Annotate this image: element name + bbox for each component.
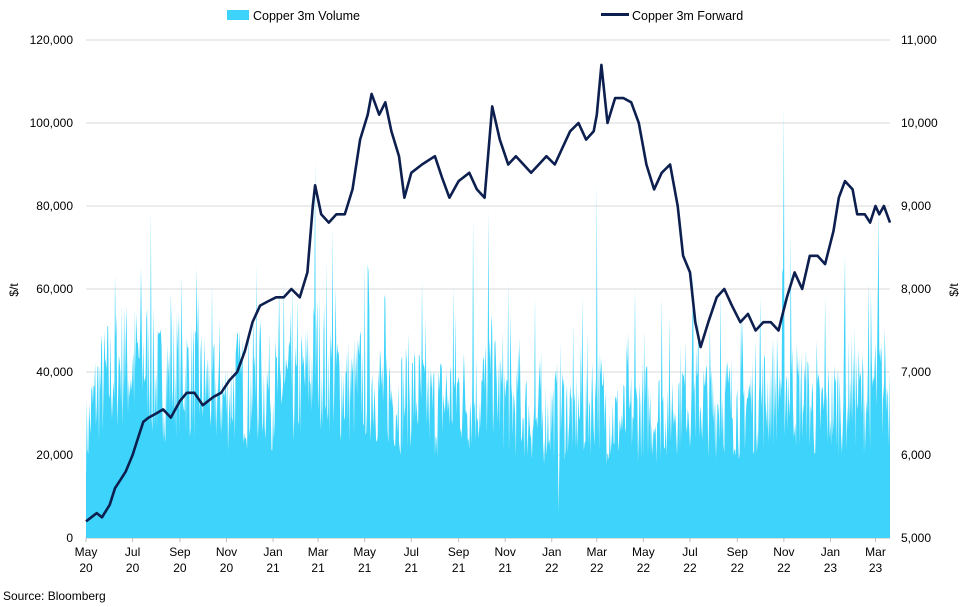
right-tick-label: 10,000 bbox=[901, 116, 938, 130]
x-tick-year: 21 bbox=[452, 561, 466, 575]
x-tick-year: 20 bbox=[126, 561, 140, 575]
x-tick-month: May bbox=[632, 545, 655, 559]
right-tick-label: 7,000 bbox=[901, 365, 931, 379]
legend-swatch-volume bbox=[227, 10, 249, 20]
legend-label-volume: Copper 3m Volume bbox=[253, 9, 360, 23]
x-tick-month: Mar bbox=[308, 545, 329, 559]
x-tick-year: 20 bbox=[79, 561, 93, 575]
left-tick-label: 80,000 bbox=[36, 199, 73, 213]
right-tick-label: 11,000 bbox=[901, 33, 937, 47]
x-tick-month: Sep bbox=[727, 545, 749, 559]
x-tick-year: 22 bbox=[590, 561, 604, 575]
legend-label-forward: Copper 3m Forward bbox=[632, 9, 743, 23]
x-tick-month: Sep bbox=[169, 545, 191, 559]
x-tick-month: Mar bbox=[586, 545, 607, 559]
x-tick-year: 23 bbox=[869, 561, 883, 575]
x-tick-year: 21 bbox=[311, 561, 325, 575]
x-tick-month: Sep bbox=[448, 545, 470, 559]
x-tick-year: 21 bbox=[405, 561, 419, 575]
legend-swatch-forward bbox=[601, 13, 629, 16]
x-tick-month: Jan bbox=[821, 545, 840, 559]
right-tick-label: 5,000 bbox=[901, 531, 931, 545]
x-tick-month: May bbox=[353, 545, 376, 559]
x-tick-year: 21 bbox=[266, 561, 280, 575]
x-tick-year: 21 bbox=[498, 561, 512, 575]
left-tick-label: 0 bbox=[66, 531, 73, 545]
source-note: Source: Bloomberg bbox=[3, 589, 106, 603]
legend: Copper 3m Volume Copper 3m Forward bbox=[227, 9, 743, 23]
x-tick-year: 22 bbox=[731, 561, 745, 575]
x-tick-month: Jan bbox=[263, 545, 282, 559]
x-tick-year: 23 bbox=[824, 561, 838, 575]
right-axis-label: $/t bbox=[947, 283, 961, 297]
forward-line bbox=[85, 63, 892, 523]
left-tick-label: 40,000 bbox=[36, 365, 73, 379]
x-tick-month: Jul bbox=[404, 545, 419, 559]
x-tick-month: Mar bbox=[865, 545, 886, 559]
left-tick-label: 60,000 bbox=[36, 282, 73, 296]
x-tick-year: 21 bbox=[358, 561, 372, 575]
x-tick-year: 22 bbox=[545, 561, 559, 575]
right-tick-label: 8,000 bbox=[901, 282, 931, 296]
x-tick-month: Jan bbox=[542, 545, 561, 559]
x-tick-year: 22 bbox=[637, 561, 651, 575]
x-tick-month: May bbox=[75, 545, 98, 559]
right-axis-ticks: 5,000 6,000 7,000 8,000 9,000 10,000 11,000 bbox=[901, 33, 938, 545]
x-tick-month: Jul bbox=[125, 545, 140, 559]
left-tick-label: 20,000 bbox=[36, 448, 73, 462]
right-tick-label: 9,000 bbox=[901, 199, 931, 213]
x-tick-month: Nov bbox=[495, 545, 516, 559]
left-axis-label: $/t bbox=[7, 283, 21, 297]
left-axis-ticks: 0 20,000 40,000 60,000 80,000 100,000 120,000 bbox=[30, 33, 74, 545]
left-tick-label: 100,000 bbox=[30, 116, 74, 130]
volume-area bbox=[86, 106, 890, 539]
x-tick-year: 22 bbox=[777, 561, 791, 575]
x-tick-year: 20 bbox=[173, 561, 187, 575]
x-axis-ticks: May 20 Jul 20 Sep 20 Nov 20 Jan 21 Mar 21 May 21 Jul 21… bbox=[75, 538, 886, 575]
x-tick-year: 22 bbox=[683, 561, 697, 575]
x-tick-month: Jul bbox=[682, 545, 697, 559]
x-tick-year: 20 bbox=[220, 561, 234, 575]
left-tick-label: 120,000 bbox=[30, 33, 74, 47]
right-tick-label: 6,000 bbox=[901, 448, 931, 462]
x-tick-month: Nov bbox=[216, 545, 237, 559]
x-tick-month: Nov bbox=[773, 545, 794, 559]
